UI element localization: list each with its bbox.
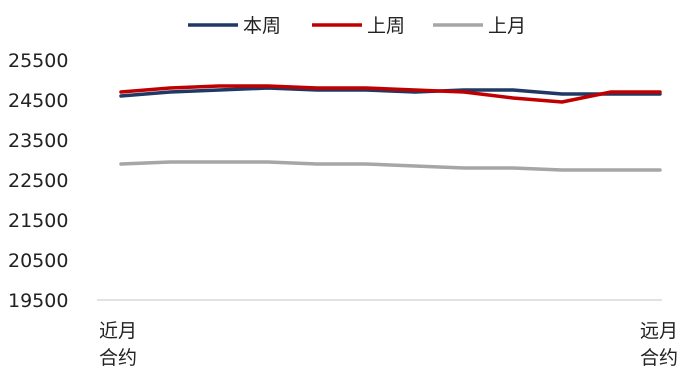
y-tick-label: 24500 bbox=[8, 90, 68, 112]
series-line-本周 bbox=[119, 86, 662, 98]
series-line-上月 bbox=[119, 160, 662, 172]
series-lines bbox=[119, 84, 662, 172]
series-line-上周 bbox=[119, 84, 662, 104]
x-tick-label-first: 合约 bbox=[99, 347, 137, 369]
y-tick-label: 19500 bbox=[8, 290, 68, 312]
y-tick-label: 23500 bbox=[8, 130, 68, 152]
y-tick-label: 25500 bbox=[8, 50, 68, 72]
x-tick-label-last: 合约 bbox=[640, 347, 678, 369]
x-tick-label-first: 近月 bbox=[99, 320, 137, 342]
y-tick-label: 21500 bbox=[8, 210, 68, 232]
legend: 本周 上周 上月 bbox=[188, 15, 526, 37]
y-tick-label: 22500 bbox=[8, 170, 68, 192]
y-tick-label: 20500 bbox=[8, 250, 68, 272]
y-axis: 19500 20500 21500 22500 23500 24500 25500 bbox=[8, 50, 68, 312]
legend-label-上周: 上周 bbox=[367, 15, 405, 37]
legend-label-本周: 本周 bbox=[243, 15, 281, 37]
x-tick-label-last: 远月 bbox=[640, 320, 678, 342]
legend-label-上月: 上月 bbox=[488, 15, 526, 37]
